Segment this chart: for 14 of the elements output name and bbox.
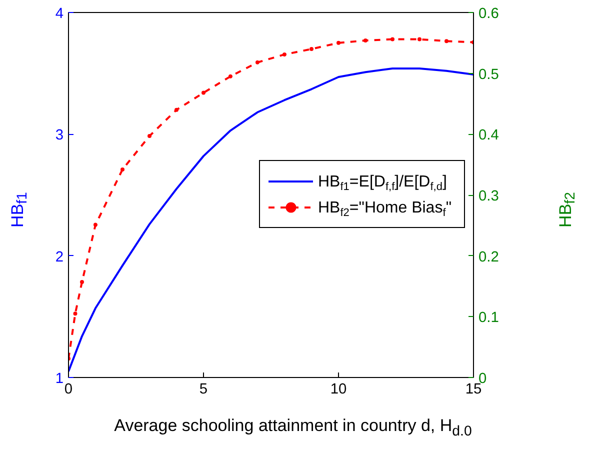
y-tick-label: 2 <box>55 249 64 266</box>
y2-tick-label: 0.1 <box>478 310 499 326</box>
y2-tick-label: 0.2 <box>478 249 499 266</box>
y2-tick-label: 0.4 <box>478 128 499 144</box>
y2-tick-label: 0.5 <box>478 66 499 83</box>
y-tick-label: 3 <box>55 128 64 144</box>
y2-tick-label: 0.3 <box>478 188 499 204</box>
y-tick-label: 1 <box>55 371 64 387</box>
x-tick-label: 10 <box>330 382 347 398</box>
y2-tick-label: 0.6 <box>478 6 499 22</box>
x-tick-label: 0 <box>64 382 73 398</box>
x-tick-label: 5 <box>199 382 208 398</box>
y-tick-label: 4 <box>55 6 64 22</box>
x-axis-title: Average schooling attainment in country d, H$_{d.0}$ <box>114 415 472 442</box>
